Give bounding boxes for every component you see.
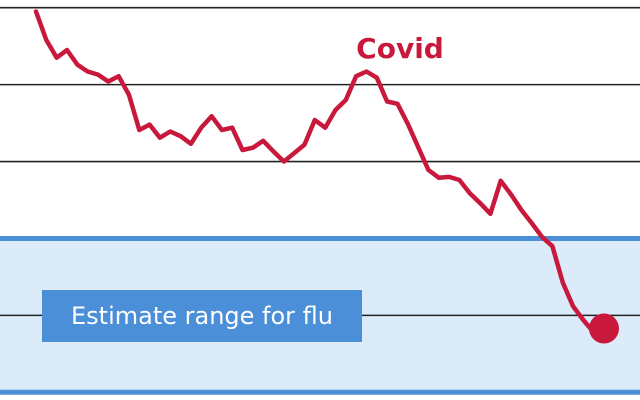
band-label: Estimate range for flu (71, 302, 333, 330)
data-line (33, 9, 607, 335)
band-label-box (42, 290, 362, 342)
end-marker (589, 313, 619, 344)
series-label: Covid (356, 32, 444, 65)
